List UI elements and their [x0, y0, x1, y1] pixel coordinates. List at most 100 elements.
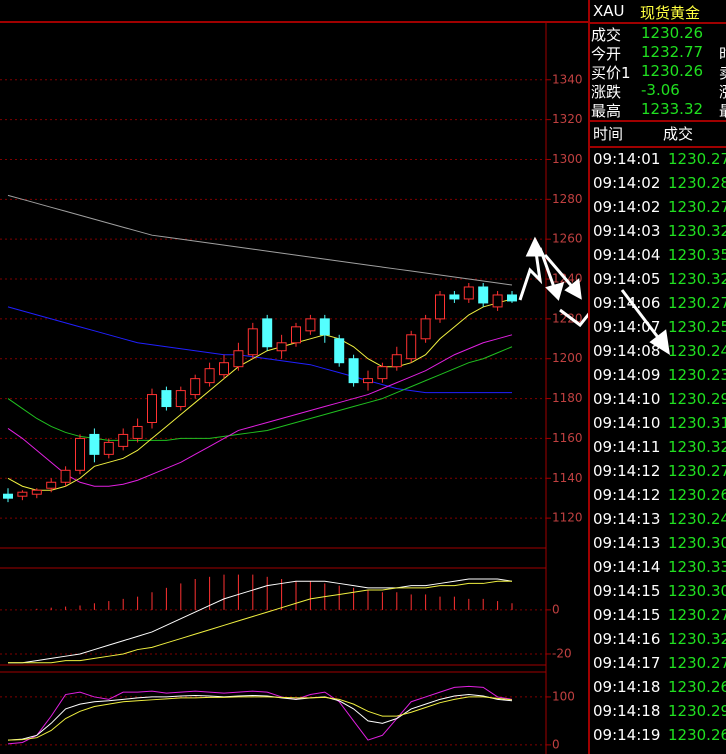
candle-body: [247, 328, 258, 356]
candle-body: [147, 394, 157, 423]
trade-price: 1230.27: [668, 654, 726, 672]
arrow-head: [545, 281, 565, 301]
divider: [590, 22, 726, 24]
trade-time: 09:14:18: [593, 678, 661, 696]
arrows: [518, 236, 588, 328]
trade-price: 1230.30: [668, 582, 726, 600]
y-tick-label: 0: [552, 737, 560, 751]
indicator-line: [7, 306, 512, 394]
candle-body: [132, 425, 143, 439]
indicator-line: [7, 346, 513, 441]
trade-time: 09:14:18: [593, 702, 661, 720]
trade-price: 1230.32: [668, 630, 726, 648]
candle-body: [507, 294, 517, 302]
y-tick-label: 1180: [552, 391, 583, 405]
arrow: [543, 254, 577, 291]
candle-body: [435, 294, 445, 320]
y-tick-label: 1340: [552, 72, 583, 86]
trade-price: 1230.33: [668, 558, 726, 576]
trade-time: 09:14:15: [593, 582, 661, 600]
trade-price: 1230.27: [668, 198, 726, 216]
trade-time: 09:14:10: [593, 414, 661, 432]
indicator-line: [7, 194, 513, 286]
candle-body: [161, 390, 172, 408]
trades-header: 时间: [593, 125, 624, 143]
trade-price: 1230.23: [668, 366, 726, 384]
trade-price: 1230.30: [668, 534, 726, 552]
y-tick-label: 1160: [552, 431, 583, 445]
y-tick-label: 1320: [552, 112, 583, 126]
trade-time: 09:14:09: [593, 366, 661, 384]
trade-time: 09:14:06: [593, 294, 661, 312]
candle-body: [377, 366, 388, 380]
field-side: 涨: [719, 81, 726, 102]
trade-price: 1230.31: [668, 414, 726, 432]
field-label: 涨跌: [591, 83, 622, 101]
trade-price: 1230.27: [668, 294, 726, 312]
candle-body: [118, 433, 129, 447]
candle-body: [31, 489, 42, 495]
trade-price: 1230.27: [668, 606, 726, 624]
field-label: 今开: [591, 45, 622, 63]
indicator-line: [7, 685, 513, 745]
trade-price: 1230.24: [668, 510, 726, 528]
candle-body: [478, 286, 489, 304]
y-tick-label: 1200: [552, 351, 583, 365]
y-tick-label: 1280: [552, 192, 583, 206]
field-value: 1230.26: [641, 62, 704, 80]
candle-body: [204, 368, 215, 384]
candle-body: [463, 286, 474, 300]
symbol: XAU: [593, 2, 625, 20]
trade-price: 1230.32: [668, 438, 726, 456]
candle-body: [60, 469, 71, 483]
candle-body: [348, 358, 359, 384]
trade-time: 09:14:10: [593, 390, 661, 408]
trade-time: 09:14:15: [593, 606, 661, 624]
candle-body: [233, 350, 244, 368]
field-side: 最: [719, 100, 726, 121]
trade-time: 09:14:12: [593, 462, 661, 480]
trade-price: 1230.28: [668, 174, 726, 192]
field-value: 1230.26: [641, 24, 704, 42]
trade-time: 09:14:03: [593, 222, 661, 240]
trade-time: 09:14:17: [593, 654, 661, 672]
candle-body: [363, 378, 373, 384]
y-tick-label: 100: [552, 689, 575, 703]
candle-body: [391, 354, 402, 368]
indicator-line: [8, 580, 512, 664]
trade-price: 1230.27: [668, 150, 726, 168]
trade-time: 09:14:05: [593, 270, 661, 288]
symbol-name: 现货黄金: [640, 4, 701, 22]
trade-price: 1230.24: [668, 342, 726, 360]
y-tick-label: 1140: [552, 471, 583, 485]
y-tick-label: 1300: [552, 152, 583, 166]
trade-time: 09:14:13: [593, 510, 661, 528]
trade-price: 1230.32: [668, 270, 726, 288]
divider: [590, 120, 726, 122]
candle-body: [89, 433, 100, 455]
trade-time: 09:14:08: [593, 342, 661, 360]
candle-body: [305, 318, 316, 332]
arrow: [538, 247, 557, 291]
candle-body: [420, 318, 431, 340]
trade-time: 09:14:12: [593, 486, 661, 504]
trade-time: 09:14:13: [593, 534, 661, 552]
trade-time: 09:14:19: [593, 726, 661, 744]
trade-time: 09:14:02: [593, 174, 661, 192]
trade-price: 1230.29: [668, 702, 726, 720]
field-side: 时: [719, 43, 726, 64]
candle-body: [406, 334, 417, 360]
trades-header: 成交: [663, 125, 694, 143]
candle-body: [449, 294, 460, 300]
field-value: -3.06: [641, 81, 680, 99]
trade-time: 09:14:04: [593, 246, 661, 264]
y-tick-label: 1260: [552, 232, 583, 246]
y-tick-label: 0: [552, 602, 560, 616]
indicator-line: [7, 334, 513, 487]
candle-body: [291, 326, 301, 344]
candle-body: [17, 491, 28, 497]
trade-price: 1230.26: [668, 486, 726, 504]
field-label: 成交: [591, 26, 622, 44]
candle-body: [334, 338, 345, 364]
trade-time: 09:14:01: [593, 150, 661, 168]
